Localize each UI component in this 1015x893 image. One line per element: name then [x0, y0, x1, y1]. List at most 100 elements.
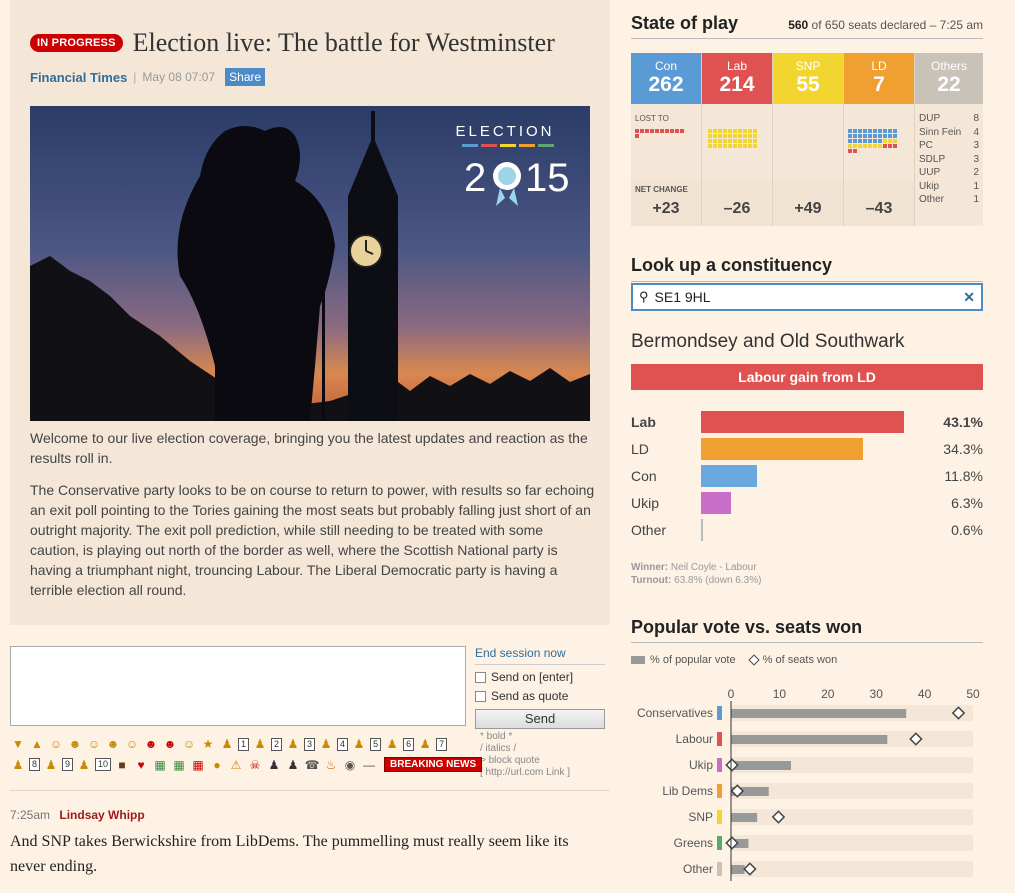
comment-textarea[interactable] [10, 646, 466, 726]
party-color-swatch [717, 862, 722, 876]
person-icon[interactable]: ♟ [12, 757, 24, 772]
result-banner: Labour gain from LD [631, 364, 983, 390]
grin-icon[interactable]: ☻ [106, 737, 120, 751]
person-icon[interactable]: ♟ [419, 737, 431, 751]
lost-seats-grid [635, 129, 684, 138]
end-session-link[interactable]: End session now [475, 646, 605, 665]
seat-square [738, 129, 742, 133]
seat-square [863, 144, 867, 148]
seat-square [738, 139, 742, 143]
number-badge[interactable]: 9 [62, 758, 74, 771]
number-badge[interactable]: 1 [238, 737, 250, 751]
wink-icon[interactable]: ☺ [87, 737, 101, 751]
person-icon[interactable]: ♟ [320, 737, 332, 751]
seat-square [675, 129, 679, 133]
helmet-icon[interactable]: ◉ [344, 757, 356, 772]
seat-square [743, 129, 747, 133]
smile-icon[interactable]: ☺ [49, 737, 63, 751]
clear-icon[interactable]: ✕ [963, 288, 975, 305]
seat-square [848, 129, 852, 133]
lost-to-label: LOST TO [635, 114, 669, 123]
number-badge[interactable]: 10 [95, 758, 112, 771]
number-badge[interactable]: 7 [436, 737, 448, 751]
breaking-news-button[interactable]: BREAKING NEWS [384, 757, 483, 772]
box-icon[interactable]: ■ [118, 757, 126, 772]
seat-square [888, 139, 892, 143]
category-label: Conservatives [637, 706, 713, 720]
seat-square [893, 134, 897, 138]
seat-square [733, 139, 737, 143]
seats-marker [909, 732, 923, 746]
seat-square [868, 129, 872, 133]
live-blog-column: IN PROGRESS Election live: The battle fo… [10, 0, 610, 893]
laugh-icon[interactable]: ☻ [68, 737, 82, 751]
person-icon[interactable]: ♟ [78, 757, 90, 772]
row-background [731, 835, 973, 851]
person-icon[interactable]: ♟ [268, 757, 280, 772]
seat-square [713, 139, 717, 143]
send-on-enter-checkbox[interactable]: Send on [enter] [475, 670, 605, 684]
tongue-icon[interactable]: ☺ [182, 737, 196, 751]
seat-square [708, 129, 712, 133]
seat-square [853, 144, 857, 148]
heart-icon[interactable]: ♥ [137, 757, 145, 772]
constituency-search[interactable]: ⚲ SE1 9HL ✕ [631, 283, 983, 311]
seat-square [748, 129, 752, 133]
sign-icon[interactable]: ▦ [192, 757, 204, 772]
angry-icon[interactable]: ☻ [144, 737, 158, 751]
seat-square [848, 149, 852, 153]
number-badge[interactable]: 3 [304, 737, 316, 751]
person-icon[interactable]: ♟ [221, 737, 233, 751]
person-icon[interactable]: ♟ [254, 737, 266, 751]
seat-square [893, 139, 897, 143]
party-column-con: Con 262 LOST TO NET CHANGE +23 [631, 53, 702, 226]
number-badge[interactable]: 6 [403, 737, 415, 751]
popular-vote-chart: 0 10 20 30 40 50 Conservatives Labour Ukip Lib De… [637, 687, 980, 881]
emoticon-row-1: ▼ ▲ ☺ ☻ ☺ ☻ ☺ ☻ ☻ ☺ ★ ♟ 1 ♟ 2 ♟ 3 ♟ 4 ♟ 5 ♟ 6 … [10, 737, 450, 751]
seat-square [873, 139, 877, 143]
number-badge[interactable]: 2 [271, 737, 283, 751]
party-color-swatch [717, 732, 722, 746]
dash-icon[interactable]: — [363, 757, 376, 772]
burger-icon[interactable]: ● [213, 757, 221, 772]
seat-square [738, 144, 742, 148]
person-icon[interactable]: ♟ [353, 737, 365, 751]
share-button[interactable]: Share [225, 68, 266, 86]
vote-bar [731, 813, 758, 822]
person-icon[interactable]: ♟ [45, 757, 57, 772]
person-icon[interactable]: ♟ [287, 757, 299, 772]
seat-square [743, 144, 747, 148]
cry-icon[interactable]: ☺ [125, 737, 139, 751]
others-breakdown: DUP 8 Sinn Fein 4 PC 3 SDLP 3 UUP 2 Ukip 1 Oth… [919, 113, 979, 205]
number-badge[interactable]: 4 [337, 737, 349, 751]
vote-bar [731, 735, 888, 744]
person-icon[interactable]: ♟ [386, 737, 398, 751]
thumbs-down-icon[interactable]: ▼ [12, 737, 24, 751]
lost-seats-grid [848, 129, 897, 153]
seat-square [645, 129, 649, 133]
send-as-quote-checkbox[interactable]: Send as quote [475, 689, 605, 703]
x-tick-label: 0 [728, 687, 735, 701]
devil-icon[interactable]: ☻ [163, 737, 177, 751]
vote-bar [731, 787, 769, 796]
seat-square [743, 139, 747, 143]
thumbs-up-icon[interactable]: ▲ [31, 737, 43, 751]
idea-icon[interactable]: ★ [202, 737, 214, 751]
phone-icon[interactable]: ☎ [304, 757, 320, 772]
warning-icon[interactable]: ⚠ [230, 757, 242, 772]
person-icon[interactable]: ♟ [287, 737, 299, 751]
flame-icon[interactable]: ♨ [325, 757, 337, 772]
send-button[interactable]: Send [475, 709, 605, 729]
seat-square [753, 144, 757, 148]
dead-icon[interactable]: ☠ [249, 757, 261, 772]
money-icon[interactable]: ▦ [154, 757, 166, 772]
seat-square [743, 134, 747, 138]
source-link[interactable]: Financial Times [30, 69, 128, 85]
row-background [731, 809, 973, 825]
number-badge[interactable]: 5 [370, 737, 382, 751]
number-badge[interactable]: 8 [29, 758, 41, 771]
search-input[interactable]: SE1 9HL [654, 289, 711, 305]
sign-icon[interactable]: ▦ [173, 757, 185, 772]
seats-marker [771, 810, 786, 824]
hero-logo-word: ELECTION [455, 123, 554, 140]
